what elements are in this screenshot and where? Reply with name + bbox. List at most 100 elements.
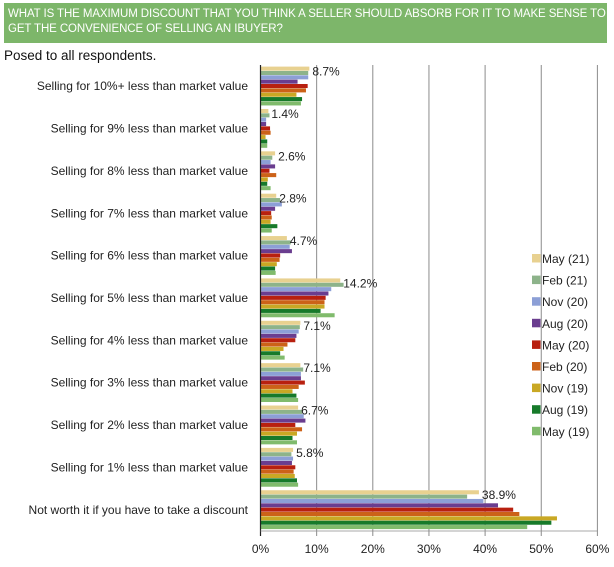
bar (260, 198, 281, 203)
legend: May (21) Feb (21) Nov (20) Aug (20) May (20)… (532, 252, 589, 439)
bar (260, 202, 282, 207)
bar (260, 84, 308, 89)
legend-swatch (532, 405, 541, 414)
bar (260, 278, 341, 283)
legend-item: Nov (19) (532, 382, 588, 396)
legend-swatch (532, 297, 541, 306)
bar (260, 469, 294, 474)
legend-label: Feb (21) (542, 274, 587, 288)
data-label: 4.7% (290, 234, 318, 248)
bar (260, 244, 290, 249)
legend-label: May (21) (542, 252, 589, 266)
bar (260, 473, 295, 479)
bar (260, 75, 309, 80)
bar (260, 88, 306, 93)
bar (260, 367, 304, 372)
bar (260, 520, 552, 525)
category-label: Selling for 1% less than market value (51, 460, 249, 474)
bar (260, 186, 271, 191)
x-tick-label: 40% (473, 542, 497, 556)
bar (260, 97, 303, 102)
bar (260, 291, 329, 296)
bar (260, 482, 299, 487)
bar (260, 351, 281, 356)
y-axis-line (259, 65, 598, 536)
data-label: 38.9% (482, 488, 516, 502)
legend-label: May (19) (542, 425, 589, 439)
x-tick-labels: 0% 10% 20% 30% 40% 50% 60% (252, 542, 610, 556)
bar (260, 168, 270, 173)
bar (260, 338, 296, 343)
legend-label: Aug (20) (542, 317, 588, 331)
bar (260, 371, 301, 376)
question-banner: WHAT IS THE MAXIMUM DISCOUNT THAT YOU TH… (4, 3, 607, 43)
bar (260, 409, 303, 414)
bar (260, 139, 268, 144)
bar (260, 160, 271, 165)
bar (260, 282, 344, 287)
bar (260, 117, 267, 122)
bars (260, 66, 557, 530)
bar (260, 253, 281, 258)
bar (260, 460, 292, 465)
bar (260, 355, 285, 360)
bar (260, 440, 297, 445)
bar (260, 422, 296, 427)
bar (260, 300, 325, 305)
bar (260, 447, 294, 452)
legend-item: May (19) (532, 425, 589, 439)
legend-swatch (532, 340, 541, 349)
bar (260, 130, 271, 135)
legend-swatch (532, 318, 541, 328)
bar (260, 108, 269, 114)
data-label: 5.8% (296, 446, 324, 460)
legend-label: Nov (20) (542, 295, 588, 309)
bar (260, 219, 271, 224)
bar (260, 181, 268, 186)
bar (260, 456, 294, 461)
bar (260, 70, 309, 76)
bar (260, 240, 291, 245)
data-label: 8.7% (312, 65, 340, 79)
bar (260, 325, 300, 330)
question-title: WHAT IS THE MAXIMUM DISCOUNT THAT YOU TH… (8, 8, 606, 35)
bar (260, 384, 299, 389)
bar (260, 257, 280, 262)
bar (260, 287, 332, 292)
bar (260, 313, 335, 318)
bar (260, 333, 297, 338)
bar (260, 397, 299, 403)
bar (260, 101, 301, 106)
bar (260, 516, 557, 521)
bar (260, 173, 277, 178)
bar (260, 389, 293, 394)
legend-item: May (20) (532, 338, 589, 352)
category-label: Selling for 7% less than market value (51, 206, 249, 220)
category-labels: Selling for 10%+ less than market value S… (29, 79, 249, 517)
bar (260, 295, 326, 300)
bar (260, 177, 268, 182)
legend-swatch (532, 254, 541, 263)
bar (260, 266, 276, 271)
bar (260, 329, 299, 334)
bar (260, 427, 303, 432)
data-label: 6.7% (301, 404, 329, 418)
bar (260, 308, 321, 313)
category-label: Selling for 9% less than market value (51, 122, 249, 136)
bar (260, 304, 325, 309)
category-label: Selling for 6% less than market value (51, 249, 249, 263)
bar (260, 262, 277, 267)
bar (260, 249, 292, 254)
x-tick-label: 30% (417, 542, 441, 556)
x-tick-label: 50% (529, 542, 553, 556)
bar (260, 155, 273, 160)
data-label: 7.1% (303, 319, 331, 333)
bar (260, 431, 297, 436)
bar (260, 490, 479, 495)
legend-label: Aug (19) (542, 403, 588, 417)
category-label: Not worth it if you have to take a disco… (29, 503, 249, 517)
bar (260, 126, 271, 131)
bar (260, 380, 305, 385)
bar (260, 498, 484, 503)
